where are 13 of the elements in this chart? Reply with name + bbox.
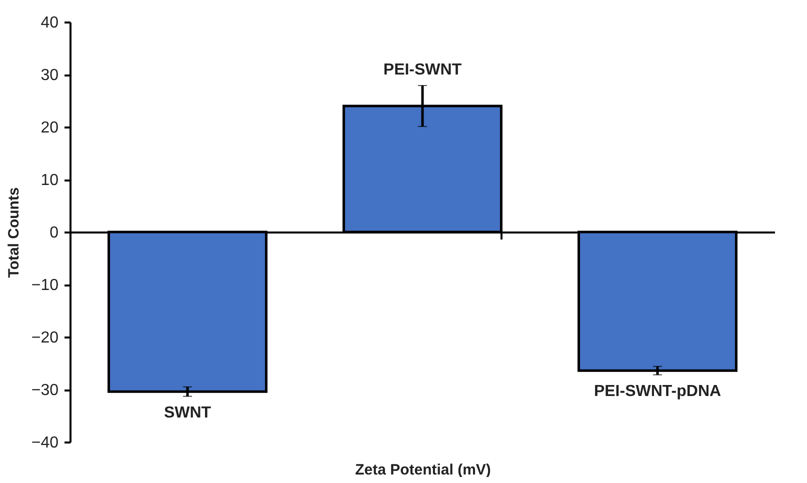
y-tick-label: −10: [31, 277, 59, 294]
y-axis-title: Total Counts: [5, 187, 22, 278]
x-tick-label: SWNT: [164, 404, 212, 422]
y-tick-label: −20: [31, 330, 59, 346]
y-tick-label: 40: [40, 14, 59, 32]
y-tick-label: 30: [40, 67, 59, 84]
y-tick-label: −30: [31, 382, 59, 399]
y-tick-label: 10: [40, 172, 59, 189]
y-tick-label: −40: [31, 434, 59, 452]
y-tick-label: 0: [50, 224, 59, 242]
x-tick-label: PEI-SWNT-pDNA: [594, 382, 722, 400]
y-tick-label: 20: [40, 120, 59, 136]
x-tick-label: PEI-SWNT: [383, 62, 462, 79]
